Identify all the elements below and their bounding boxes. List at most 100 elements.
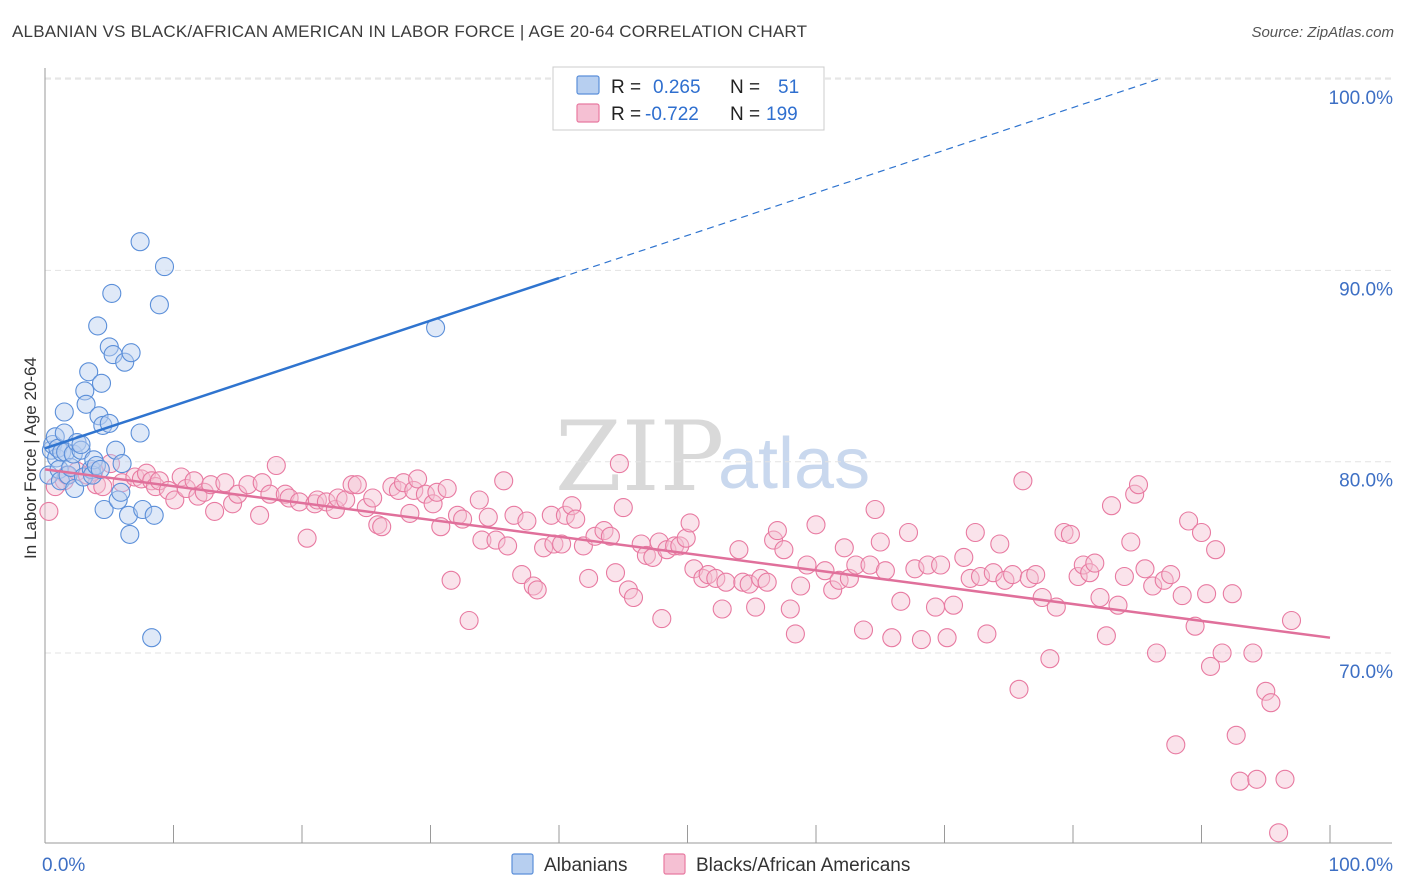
series-blacks-points — [39, 454, 1302, 843]
blacks-point — [1197, 584, 1217, 604]
albanians-point — [86, 455, 106, 476]
blacks-point — [1256, 681, 1276, 701]
blacks-point — [706, 568, 726, 588]
blacks-point — [1146, 643, 1167, 663]
blacks-point — [891, 591, 911, 611]
blacks-point — [400, 503, 420, 523]
blacks-point — [712, 599, 732, 619]
blacks-point — [716, 572, 736, 592]
blacks-point — [1200, 656, 1221, 676]
albanians-point — [121, 343, 141, 363]
albanians-point — [91, 373, 112, 393]
albanians-point — [111, 482, 131, 502]
bottom-legend-blacks: Blacks/African Americans — [696, 855, 910, 876]
blacks-point — [393, 473, 414, 493]
chart-title: ALBANIAN VS BLACK/AFRICAN AMERICAN IN LA… — [12, 22, 808, 41]
blacks-point — [566, 509, 586, 529]
blacks-point — [1161, 565, 1181, 585]
blacks-point — [459, 610, 479, 631]
source-label: Source: ZipAtlas.com — [1251, 24, 1394, 41]
bottom-legend: Albanians Blacks/African Americans — [511, 853, 910, 876]
blacks-point — [977, 624, 997, 644]
blacks-point — [1009, 679, 1029, 699]
blacks-point — [733, 572, 753, 592]
legend: R = 0.265 N = 51 R = -0.722 N = 199 — [552, 66, 825, 131]
blacks-point — [937, 628, 957, 648]
albanians-point — [149, 295, 169, 315]
albanians-point — [102, 283, 122, 303]
blacks-point — [911, 630, 931, 650]
blacks-point — [1166, 735, 1186, 755]
blacks-point — [1068, 566, 1088, 587]
blacks-point — [1222, 584, 1242, 604]
blacks-point — [875, 561, 895, 581]
blacks-point — [512, 565, 532, 585]
blacks-point — [541, 505, 561, 525]
blacks-point — [870, 532, 890, 552]
albanians-point — [54, 402, 74, 422]
blacks-point — [791, 576, 811, 596]
watermark-zip: ZIP — [555, 401, 724, 513]
blacks-point — [297, 528, 317, 548]
bottom-legend-swatch-blacks — [663, 853, 686, 875]
blacks-point — [1026, 565, 1046, 585]
blacks-point — [252, 473, 272, 493]
albanians-point — [90, 459, 110, 479]
blacks-point — [423, 494, 443, 514]
blacks-point — [898, 522, 919, 543]
blacks-point — [757, 572, 777, 592]
blacks-point — [1135, 559, 1155, 579]
blacks-point — [1096, 626, 1116, 646]
legend-r-label-albanians: R = — [611, 77, 641, 98]
blacks-point — [623, 587, 644, 608]
blacks-point — [1060, 524, 1080, 544]
legend-r-label-blacks: R = — [611, 104, 641, 125]
blacks-point — [905, 559, 925, 579]
blacks-point — [1179, 511, 1199, 531]
blacks-point — [1247, 769, 1267, 789]
blacks-point — [882, 628, 902, 648]
axes — [44, 68, 1392, 844]
blacks-point — [552, 534, 572, 554]
albanians-trend-extension — [558, 77, 1163, 279]
blacks-point — [1243, 643, 1263, 663]
legend-n-label-blacks: N = — [730, 104, 760, 125]
albanians-point — [144, 505, 164, 525]
albanians-point — [89, 406, 109, 426]
blacks-point — [943, 595, 964, 615]
legend-n-label-albanians: N = — [730, 77, 760, 98]
blacks-point — [785, 624, 805, 644]
blacks-point — [990, 534, 1010, 554]
blacks-point — [1114, 566, 1134, 587]
x-tick-label-min: 0.0% — [42, 855, 85, 876]
blacks-point — [1172, 586, 1192, 606]
albanians-point — [133, 499, 153, 520]
blacks-point — [142, 471, 162, 491]
blacks-point — [437, 478, 457, 499]
blacks-point — [347, 475, 367, 495]
blacks-point — [1125, 484, 1145, 504]
blacks-point — [652, 609, 672, 629]
blacks-point — [1054, 522, 1074, 543]
blacks-point — [767, 521, 787, 541]
blacks-point — [609, 454, 629, 474]
albanians-point — [130, 232, 150, 252]
blacks-point — [1275, 769, 1295, 789]
legend-swatch-albanians — [576, 75, 600, 95]
blacks-point — [372, 517, 392, 537]
blacks-point — [613, 498, 633, 518]
blacks-point — [441, 570, 461, 590]
blacks-point — [1085, 553, 1105, 573]
blacks-point — [1013, 471, 1033, 491]
blacks-point — [523, 576, 543, 596]
y-tick-label: 70.0% — [1339, 662, 1393, 683]
blacks-point — [494, 471, 514, 491]
blacks-point — [342, 475, 362, 495]
blacks-point — [954, 547, 974, 567]
blacks-point — [1090, 587, 1110, 608]
blacks-point — [498, 536, 518, 556]
y-axis-title: In Labor Force | Age 20-64 — [21, 357, 40, 559]
blacks-point — [238, 475, 258, 495]
albanians-point — [76, 394, 96, 414]
